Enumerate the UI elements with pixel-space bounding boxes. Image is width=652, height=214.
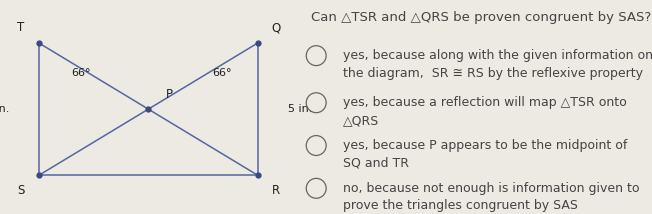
Text: 5 in.: 5 in. xyxy=(288,104,312,114)
Text: Q: Q xyxy=(271,21,280,34)
Text: R: R xyxy=(272,184,280,197)
Text: T: T xyxy=(17,21,24,34)
Text: yes, because P appears to be the midpoint of
SQ and TR: yes, because P appears to be the midpoin… xyxy=(343,139,627,170)
Text: S: S xyxy=(17,184,25,197)
Text: 66°: 66° xyxy=(212,68,231,79)
Text: no, because not enough is information given to
prove the triangles congruent by : no, because not enough is information gi… xyxy=(343,182,640,213)
Text: 66°: 66° xyxy=(71,68,91,79)
Text: P: P xyxy=(166,88,173,101)
Text: yes, because a reflection will map △TSR onto
△QRS: yes, because a reflection will map △TSR … xyxy=(343,96,627,127)
Text: yes, because along with the given information on
the diagram,  SR ≅ RS by the re: yes, because along with the given inform… xyxy=(343,49,652,80)
Text: 5 in.: 5 in. xyxy=(0,104,9,114)
Text: Can △TSR and △QRS be proven congruent by SAS?: Can △TSR and △QRS be proven congruent by… xyxy=(311,11,651,24)
